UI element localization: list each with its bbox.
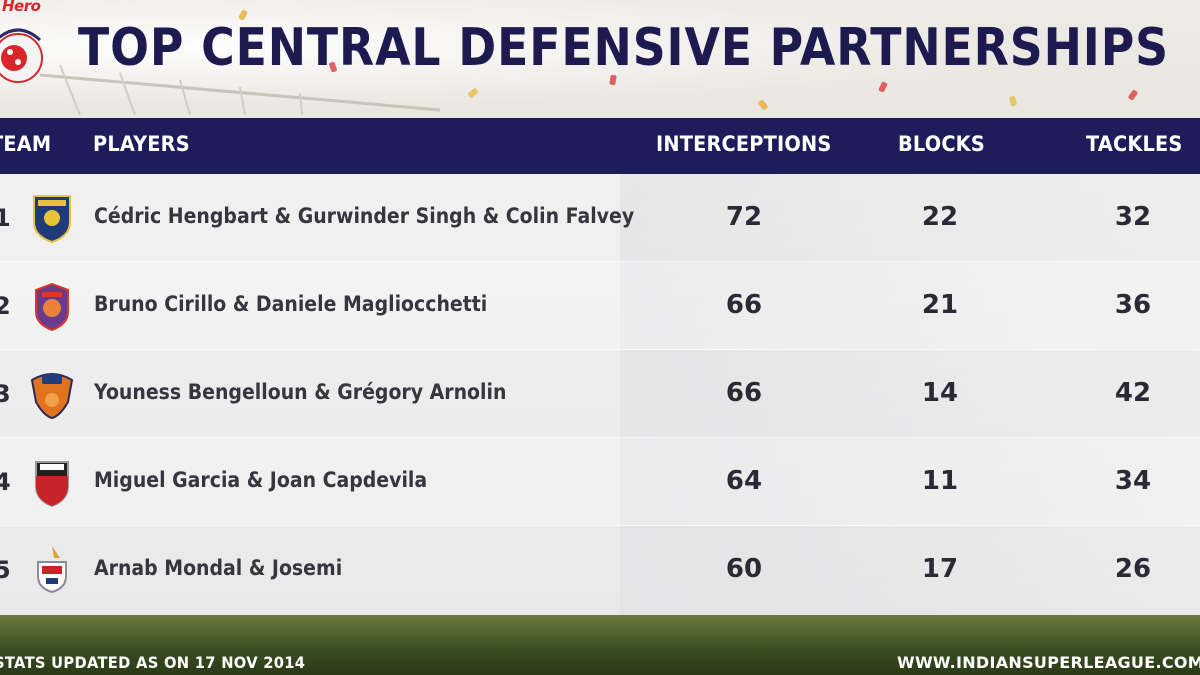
interceptions-value: 72 (725, 202, 763, 232)
tackles-value: 32 (1114, 202, 1152, 232)
league-logo (0, 0, 70, 105)
blocks-value: 17 (921, 554, 959, 584)
website-url: WWW.INDIANSUPERLEAGUE.COM (897, 653, 1200, 672)
interceptions-value: 66 (725, 290, 763, 320)
tackles-value: 36 (1114, 290, 1152, 320)
header-banner: Hero TOP CENTRAL DEFENSIVE PARTNERSHIPS (0, 0, 1200, 118)
rank: 2 (0, 292, 11, 320)
column-header-interceptions: INTERCEPTIONS (656, 132, 832, 156)
confetti (1008, 95, 1018, 107)
interceptions-value: 60 (725, 554, 763, 584)
interceptions-value: 64 (725, 466, 763, 496)
stadium-roof-graphic (40, 64, 441, 115)
column-header-players: PLAYERS (93, 132, 190, 156)
footer-bar: STATS UPDATED AS ON 17 NOV 2014 WWW.INDI… (0, 615, 1200, 675)
table-header: TEAM PLAYERS INTERCEPTIONS BLOCKS TACKLE… (0, 118, 1200, 174)
confetti (1127, 89, 1139, 101)
rank: 5 (0, 556, 11, 584)
rank: 4 (0, 468, 11, 496)
kerala-blasters-crest (33, 195, 71, 244)
rank: 3 (0, 380, 11, 408)
table-row: 3 Youness Bengelloun & Grégory Arnolin 6… (0, 350, 1200, 438)
players-name: Youness Bengelloun & Grégory Arnolin (94, 380, 507, 404)
stats-table: TEAM PLAYERS INTERCEPTIONS BLOCKS TACKLE… (0, 118, 1200, 615)
table-row: 5 Arnab Mondal & Josemi 60 17 26 (0, 526, 1200, 614)
northeast-united-crest (35, 461, 69, 508)
rank: 1 (0, 204, 11, 232)
interceptions-value: 66 (725, 378, 763, 408)
table-row: 1 Cédric Hengbart & Gurwinder Singh & Co… (0, 174, 1200, 262)
fc-goa-crest (30, 373, 74, 420)
indian-super-league-logo (0, 28, 43, 83)
sponsor-wordmark: Hero (2, 0, 41, 15)
confetti (757, 99, 769, 111)
row-divider (0, 525, 1200, 526)
players-name: Arnab Mondal & Josemi (94, 556, 343, 580)
tackles-value: 42 (1114, 378, 1152, 408)
column-header-team: TEAM (0, 132, 52, 156)
table-row: 4 Miguel Garcia & Joan Capdevila 64 11 3… (0, 438, 1200, 526)
row-divider (0, 437, 1200, 438)
confetti (878, 81, 888, 93)
players-name: Cédric Hengbart & Gurwinder Singh & Coli… (94, 204, 635, 228)
confetti (467, 87, 479, 99)
players-name: Bruno Cirillo & Daniele Magliocchetti (94, 292, 488, 316)
stats-panel-shade (620, 174, 1200, 615)
blocks-value: 22 (921, 202, 959, 232)
row-divider (0, 261, 1200, 262)
row-divider (0, 349, 1200, 350)
atletico-de-kolkata-crest (37, 546, 67, 594)
column-header-blocks: BLOCKS (898, 132, 985, 156)
fc-pune-city-crest (35, 282, 69, 332)
blocks-value: 21 (921, 290, 959, 320)
tackles-value: 26 (1114, 554, 1152, 584)
blocks-value: 11 (921, 466, 959, 496)
players-name: Miguel Garcia & Joan Capdevila (94, 468, 428, 492)
page-title: TOP CENTRAL DEFENSIVE PARTNERSHIPS (78, 18, 1169, 78)
tackles-value: 34 (1114, 466, 1152, 496)
table-row: 2 Bruno Cirillo & Daniele Magliocchetti … (0, 262, 1200, 350)
blocks-value: 14 (921, 378, 959, 408)
column-header-tackles: TACKLES (1086, 132, 1183, 156)
stats-updated-note: STATS UPDATED AS ON 17 NOV 2014 (0, 653, 306, 672)
